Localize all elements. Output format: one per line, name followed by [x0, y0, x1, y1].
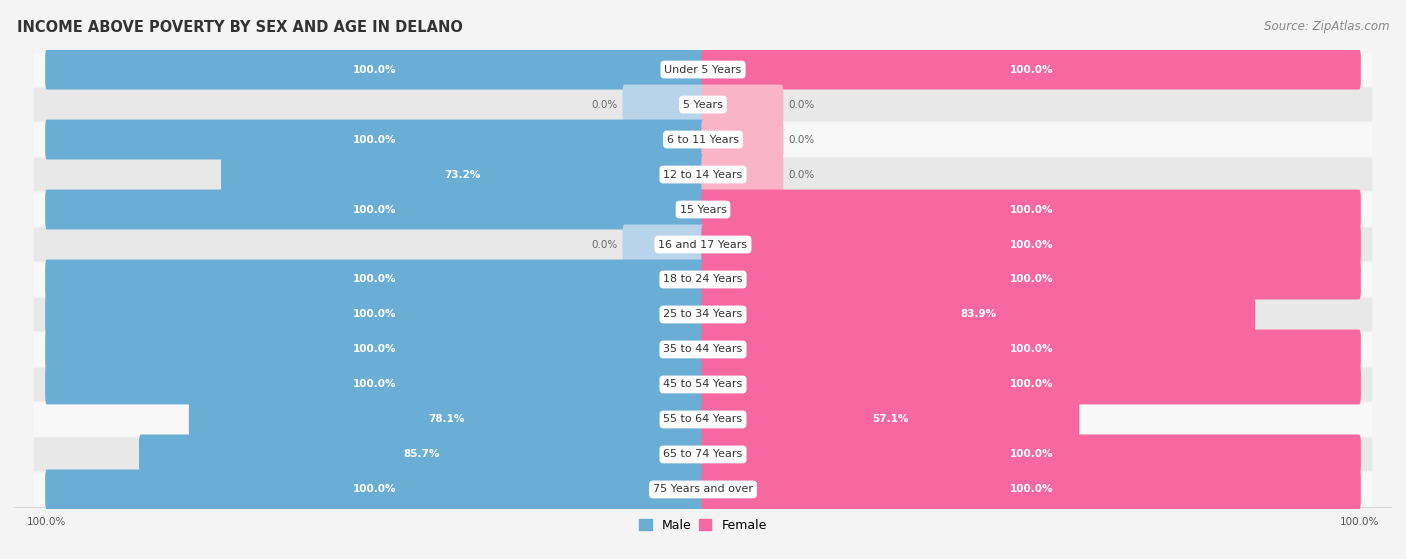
Text: 18 to 24 Years: 18 to 24 Years	[664, 274, 742, 285]
Text: 57.1%: 57.1%	[872, 414, 908, 424]
FancyBboxPatch shape	[34, 88, 1372, 121]
Text: 0.0%: 0.0%	[592, 239, 617, 249]
Text: 78.1%: 78.1%	[429, 414, 465, 424]
Text: 100.0%: 100.0%	[1010, 344, 1053, 354]
FancyBboxPatch shape	[139, 434, 704, 475]
FancyBboxPatch shape	[702, 470, 1361, 509]
Text: 100.0%: 100.0%	[1010, 239, 1053, 249]
FancyBboxPatch shape	[45, 120, 704, 159]
FancyBboxPatch shape	[702, 259, 1361, 300]
Text: 75 Years and over: 75 Years and over	[652, 485, 754, 495]
Text: 100.0%: 100.0%	[353, 344, 396, 354]
Legend: Male, Female: Male, Female	[634, 514, 772, 537]
FancyBboxPatch shape	[34, 473, 1372, 506]
Text: 73.2%: 73.2%	[444, 169, 481, 179]
Text: 55 to 64 Years: 55 to 64 Years	[664, 414, 742, 424]
FancyBboxPatch shape	[623, 84, 704, 125]
Text: 100.0%: 100.0%	[1010, 449, 1053, 459]
Text: 100.0%: 100.0%	[1010, 274, 1053, 285]
Text: 35 to 44 Years: 35 to 44 Years	[664, 344, 742, 354]
Text: 83.9%: 83.9%	[960, 310, 997, 320]
FancyBboxPatch shape	[45, 470, 704, 509]
FancyBboxPatch shape	[702, 364, 1361, 404]
FancyBboxPatch shape	[702, 434, 1361, 475]
Text: 16 and 17 Years: 16 and 17 Years	[658, 239, 748, 249]
FancyBboxPatch shape	[45, 50, 704, 89]
Text: Under 5 Years: Under 5 Years	[665, 64, 741, 74]
Text: 0.0%: 0.0%	[789, 100, 814, 110]
Text: 100.0%: 100.0%	[353, 64, 396, 74]
FancyBboxPatch shape	[702, 84, 783, 125]
Text: 100.0%: 100.0%	[353, 205, 396, 215]
Text: 85.7%: 85.7%	[404, 449, 440, 459]
Text: 100.0%: 100.0%	[353, 485, 396, 495]
Text: 0.0%: 0.0%	[592, 100, 617, 110]
FancyBboxPatch shape	[702, 50, 1361, 89]
FancyBboxPatch shape	[702, 190, 1361, 230]
Text: 100.0%: 100.0%	[1010, 485, 1053, 495]
Text: 100.0%: 100.0%	[1010, 64, 1053, 74]
FancyBboxPatch shape	[45, 364, 704, 404]
FancyBboxPatch shape	[702, 295, 1256, 334]
Text: 45 to 54 Years: 45 to 54 Years	[664, 380, 742, 390]
Text: Source: ZipAtlas.com: Source: ZipAtlas.com	[1264, 20, 1389, 32]
Text: 100.0%: 100.0%	[353, 380, 396, 390]
FancyBboxPatch shape	[34, 263, 1372, 296]
Text: 100.0%: 100.0%	[1010, 205, 1053, 215]
FancyBboxPatch shape	[702, 225, 1361, 264]
FancyBboxPatch shape	[702, 155, 783, 195]
FancyBboxPatch shape	[45, 259, 704, 300]
FancyBboxPatch shape	[45, 295, 704, 334]
Text: 5 Years: 5 Years	[683, 100, 723, 110]
Text: 100.0%: 100.0%	[353, 310, 396, 320]
FancyBboxPatch shape	[221, 155, 704, 195]
Text: INCOME ABOVE POVERTY BY SEX AND AGE IN DELANO: INCOME ABOVE POVERTY BY SEX AND AGE IN D…	[17, 20, 463, 35]
FancyBboxPatch shape	[702, 329, 1361, 369]
FancyBboxPatch shape	[702, 400, 1080, 439]
FancyBboxPatch shape	[34, 158, 1372, 191]
Text: 25 to 34 Years: 25 to 34 Years	[664, 310, 742, 320]
FancyBboxPatch shape	[34, 368, 1372, 401]
FancyBboxPatch shape	[702, 120, 783, 159]
Text: 100.0%: 100.0%	[353, 135, 396, 145]
Text: 0.0%: 0.0%	[789, 135, 814, 145]
FancyBboxPatch shape	[34, 298, 1372, 331]
FancyBboxPatch shape	[34, 333, 1372, 366]
Text: 6 to 11 Years: 6 to 11 Years	[666, 135, 740, 145]
FancyBboxPatch shape	[34, 402, 1372, 436]
FancyBboxPatch shape	[188, 400, 704, 439]
Text: 12 to 14 Years: 12 to 14 Years	[664, 169, 742, 179]
FancyBboxPatch shape	[34, 123, 1372, 157]
Text: 100.0%: 100.0%	[1010, 380, 1053, 390]
FancyBboxPatch shape	[45, 190, 704, 230]
FancyBboxPatch shape	[34, 193, 1372, 226]
FancyBboxPatch shape	[34, 438, 1372, 471]
FancyBboxPatch shape	[623, 225, 704, 264]
Text: 15 Years: 15 Years	[679, 205, 727, 215]
FancyBboxPatch shape	[45, 329, 704, 369]
FancyBboxPatch shape	[34, 228, 1372, 261]
Text: 0.0%: 0.0%	[789, 169, 814, 179]
FancyBboxPatch shape	[34, 53, 1372, 86]
Text: 65 to 74 Years: 65 to 74 Years	[664, 449, 742, 459]
Text: 100.0%: 100.0%	[353, 274, 396, 285]
